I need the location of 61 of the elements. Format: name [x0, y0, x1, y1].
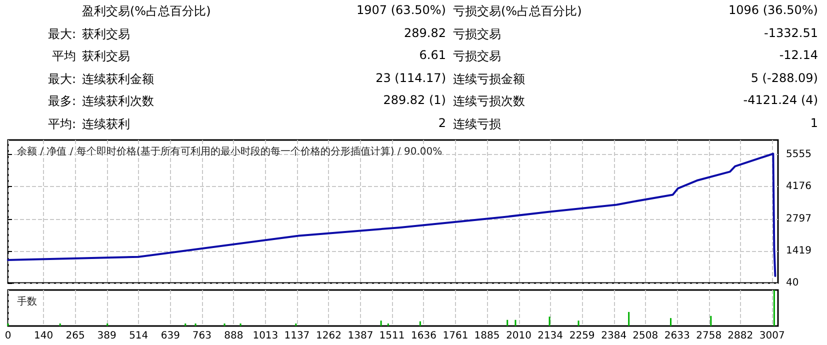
- x-tick-label: 1885: [474, 330, 500, 342]
- x-tick-label: 2508: [632, 330, 658, 342]
- text: 1907 (63.50%): [356, 3, 446, 17]
- text: 获利交易: [82, 48, 130, 65]
- text: 2: [438, 116, 446, 130]
- text: 余额 / 净值 / 每个即时价格(基于所有可利用的最小时段的每一个价格的分形插值计算) / 90.00%: [17, 146, 442, 158]
- text: 连续亏损次数: [453, 93, 525, 110]
- text: 289.82: [404, 26, 446, 40]
- text: 亏损交易: [453, 26, 501, 42]
- x-tick-label: 1137: [284, 330, 310, 342]
- text: 手数: [17, 296, 37, 308]
- text: 获利交易: [82, 26, 130, 42]
- text: 6.61: [419, 48, 446, 62]
- x-tick-label: 0: [4, 330, 12, 342]
- text: 盈利交易(%占总百分比): [82, 3, 211, 20]
- x-tick-label: 514: [129, 330, 148, 342]
- text: 连续获利: [82, 116, 130, 132]
- text: -4121.24 (4): [743, 93, 818, 107]
- text: 1096 (36.50%): [728, 3, 818, 17]
- x-tick-label: 2758: [696, 330, 722, 342]
- x-tick-label: 140: [34, 330, 54, 342]
- x-tick-label: 2633: [664, 330, 690, 342]
- x-tick-label: 1511: [379, 330, 405, 342]
- text: 1: [810, 116, 818, 130]
- text: 连续获利次数: [82, 93, 154, 110]
- x-tick-label: 763: [192, 330, 212, 342]
- text: 289.82 (1): [383, 93, 446, 107]
- y-tick-label: 4176: [786, 181, 812, 192]
- x-tick-label: 1262: [316, 330, 342, 342]
- y-tick-label: 40: [786, 278, 799, 288]
- x-tick-label: 1387: [348, 330, 374, 342]
- x-tick-label: 888: [224, 330, 244, 342]
- text: 平均:: [48, 116, 76, 132]
- text: 连续亏损: [453, 116, 501, 132]
- text: -12.14: [779, 48, 818, 62]
- x-tick-label: 2259: [569, 330, 595, 342]
- y-tick-label: 5555: [786, 149, 812, 160]
- x-tick-label: 389: [97, 330, 116, 342]
- x-tick-label: 265: [66, 330, 85, 342]
- x-tick-label: 2882: [728, 330, 754, 342]
- x-tick-label: 639: [160, 330, 180, 342]
- x-tick-label: 1636: [411, 330, 436, 342]
- text: 5 (-288.09): [750, 70, 818, 84]
- x-tick-label: 1013: [252, 330, 278, 342]
- text: 最大:: [48, 70, 76, 88]
- y-tick-label: 1419: [786, 245, 812, 256]
- text: 平均: [52, 48, 76, 65]
- x-tick-label: 2134: [538, 330, 564, 342]
- y-tick-label: 2797: [786, 213, 812, 224]
- text: 23 (114.17): [376, 70, 446, 84]
- text: 亏损交易: [453, 48, 501, 65]
- x-tick-label: 2384: [601, 330, 627, 342]
- text: 最多:: [48, 93, 76, 110]
- text: 亏损交易(%占总百分比): [453, 3, 582, 20]
- x-tick-label: 1761: [442, 330, 468, 342]
- text: -1332.51: [764, 26, 818, 40]
- text: 连续亏损金额: [453, 70, 525, 88]
- text: 连续获利金额: [82, 70, 154, 88]
- text: 最大:: [48, 26, 76, 42]
- x-tick-label: 2010: [506, 330, 532, 342]
- x-tick-label: 3007: [759, 330, 785, 342]
